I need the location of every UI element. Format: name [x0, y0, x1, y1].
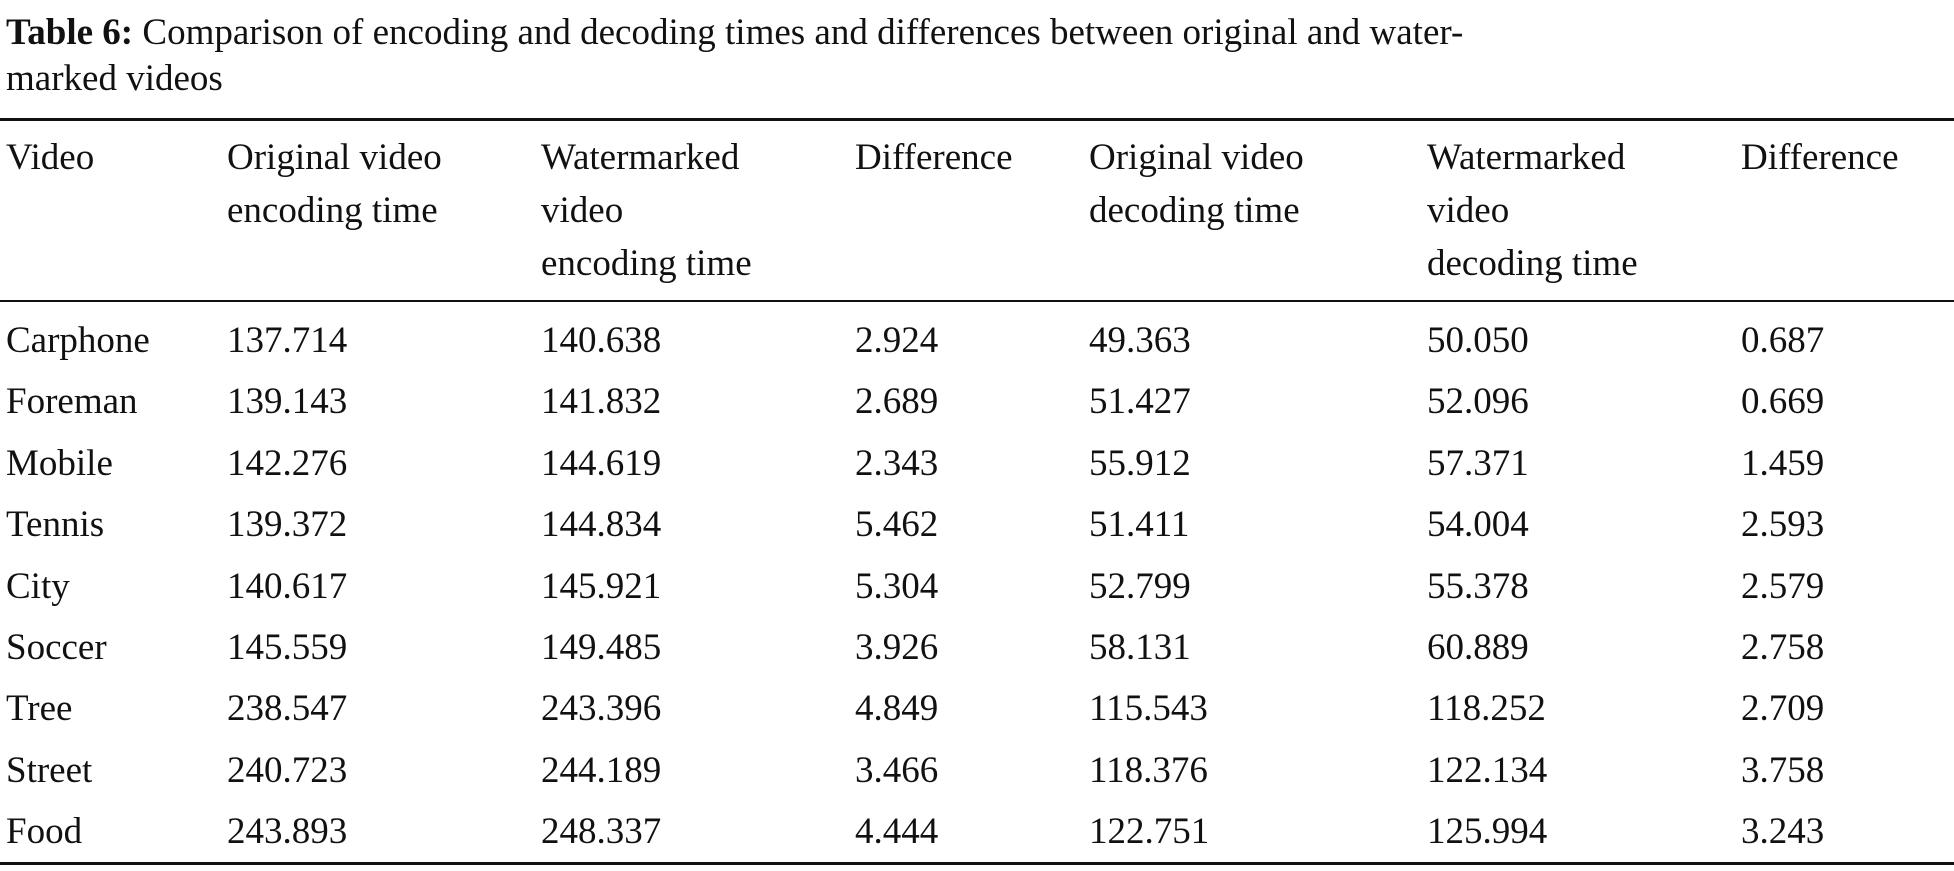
cell: 2.593: [1741, 504, 1825, 546]
cell: 144.834: [541, 504, 662, 546]
row-label: Street: [6, 749, 93, 791]
cell: 52.096: [1427, 381, 1529, 423]
header-cell: video: [1427, 190, 1510, 231]
cell: 3.758: [1741, 749, 1825, 791]
cell: 145.921: [541, 565, 662, 607]
cell: 3.243: [1741, 811, 1825, 853]
row-label: Tree: [6, 688, 73, 730]
header-rule: [0, 300, 1954, 302]
row-label: Mobile: [6, 442, 113, 484]
cell: 238.547: [227, 688, 348, 730]
caption-line: Table 6: Comparison of encoding and deco…: [6, 6, 1463, 60]
row-label: Tennis: [6, 504, 105, 546]
cell: 141.832: [541, 381, 662, 423]
cell: 140.638: [541, 320, 662, 361]
row-label: Foreman: [6, 381, 138, 423]
cell: 118.376: [1089, 749, 1208, 791]
cell: 2.924: [855, 320, 939, 361]
caption-line: marked videos: [6, 58, 223, 99]
cell: 5.462: [855, 504, 939, 546]
header-cell: video: [541, 190, 624, 231]
cell: 240.723: [227, 749, 348, 791]
cell: 4.849: [855, 688, 939, 730]
header-cell: Original video: [227, 137, 442, 178]
cell: 2.758: [1741, 627, 1825, 668]
cell: 115.543: [1089, 688, 1208, 730]
cell: 144.619: [541, 442, 662, 484]
row-label: Carphone: [6, 320, 150, 361]
cell: 244.189: [541, 749, 662, 791]
cell: 60.889: [1427, 627, 1529, 668]
cell: 4.444: [855, 811, 939, 853]
cell: 5.304: [855, 565, 939, 607]
cell: 118.252: [1427, 688, 1546, 730]
cell: 2.579: [1741, 565, 1825, 607]
cell: 243.893: [227, 811, 348, 853]
caption-label: Table 6:: [6, 12, 134, 53]
cell: 52.799: [1089, 565, 1191, 607]
cell: 122.751: [1089, 811, 1210, 853]
cell: 1.459: [1741, 442, 1825, 484]
cell: 3.466: [855, 749, 939, 791]
cell: 248.337: [541, 811, 662, 853]
cell: 2.689: [855, 381, 939, 423]
cell: 142.276: [227, 442, 348, 484]
cell: 58.131: [1089, 627, 1191, 668]
cell: 49.363: [1089, 320, 1191, 361]
header-cell: decoding time: [1427, 243, 1638, 284]
row-label: City: [6, 565, 70, 607]
cell: 149.485: [541, 627, 662, 668]
row-label: Soccer: [6, 627, 107, 668]
row-label: Food: [6, 811, 83, 853]
header-cell: decoding time: [1089, 190, 1300, 231]
header-cell: Watermarked: [1427, 137, 1626, 178]
cell: 55.912: [1089, 442, 1191, 484]
header-cell: encoding time: [541, 243, 752, 284]
header-cell: Difference: [1741, 137, 1899, 178]
cell: 3.926: [855, 627, 939, 668]
cell: 140.617: [227, 565, 348, 607]
cell: 145.559: [227, 627, 348, 668]
cell: 137.714: [227, 320, 348, 361]
cell: 139.143: [227, 381, 348, 423]
cell: 51.411: [1089, 504, 1190, 546]
cell: 122.134: [1427, 749, 1548, 791]
cell: 139.372: [227, 504, 348, 546]
cell: 51.427: [1089, 381, 1191, 423]
cell: 125.994: [1427, 811, 1548, 853]
bottom-rule: [0, 862, 1954, 865]
cell: 50.050: [1427, 320, 1529, 361]
header-cell: Original video: [1089, 137, 1304, 178]
cell: 55.378: [1427, 565, 1529, 607]
cell: 0.687: [1741, 320, 1825, 361]
cell: 2.343: [855, 442, 939, 484]
cell: 243.396: [541, 688, 662, 730]
header-cell: encoding time: [227, 190, 438, 231]
header-cell: Watermarked: [541, 137, 740, 178]
header-cell: Video: [6, 137, 95, 178]
caption-text: Comparison of encoding and decoding time…: [142, 12, 1464, 53]
cell: 2.709: [1741, 688, 1825, 730]
cell: 57.371: [1427, 442, 1529, 484]
top-rule: [0, 118, 1954, 121]
header-cell: Difference: [855, 137, 1013, 178]
cell: 0.669: [1741, 381, 1825, 423]
cell: 54.004: [1427, 504, 1529, 546]
